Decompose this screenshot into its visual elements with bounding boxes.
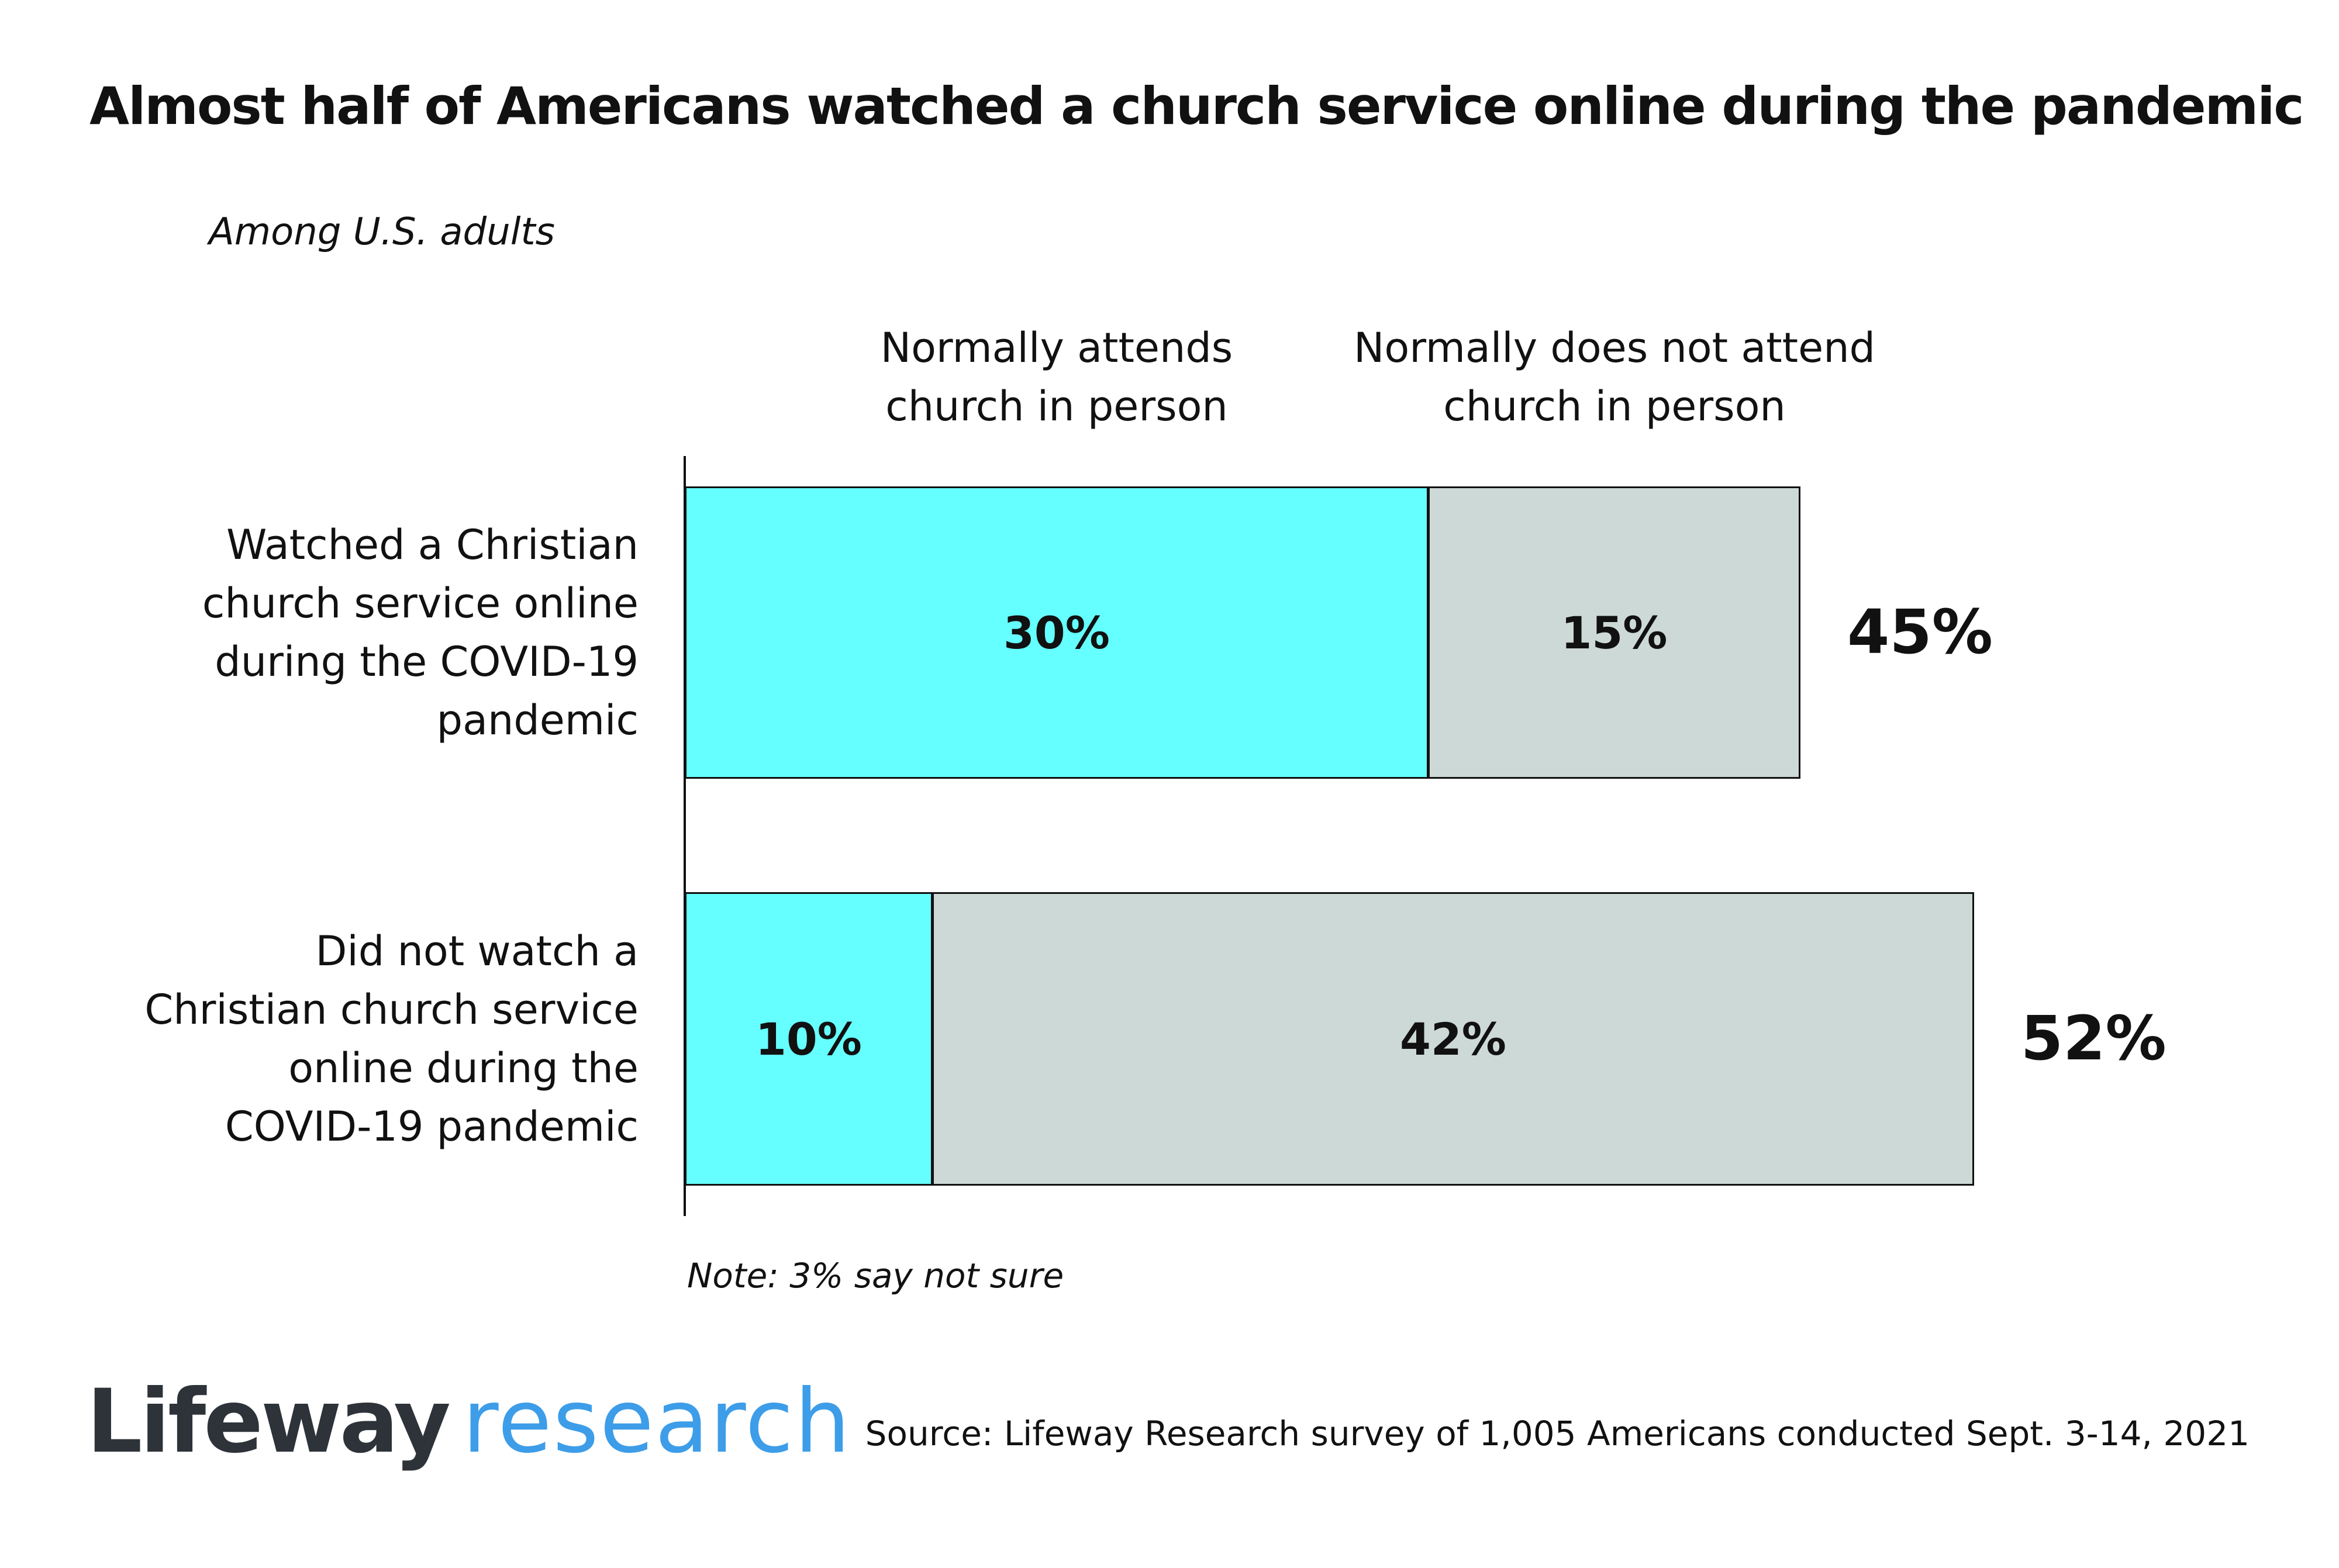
category-label-line: Did not watch a — [315, 927, 639, 975]
y-axis-line — [684, 456, 686, 1216]
category-label-line: COVID-19 pandemic — [225, 1103, 639, 1151]
chart-title: Almost half of Americans watched a churc… — [89, 76, 2304, 136]
category-label-line: during the COVID-19 — [215, 638, 639, 686]
bar-total-label: 52% — [2020, 1003, 2166, 1074]
category-label-line: church service online — [202, 579, 639, 627]
bar-segment: 10% — [685, 892, 933, 1186]
category-label-watched: Watched a Christian church service onlin… — [54, 516, 639, 750]
logo-word-lifeway: Lifeway — [87, 1371, 451, 1473]
bar-segment: 42% — [933, 892, 1974, 1186]
series-header-does-not-attend: Normally does not attend church in perso… — [1322, 319, 1907, 436]
bar-value-label: 15% — [1561, 606, 1668, 659]
bar-value-label: 10% — [755, 1013, 862, 1065]
chart-subtitle: Among U.S. adults — [209, 210, 555, 254]
series-header-line: church in person — [885, 382, 1228, 430]
chart-note: Note: 3% say not sure — [687, 1256, 1064, 1296]
series-header-line: Normally does not attend — [1354, 324, 1875, 372]
bar-total-label: 45% — [1847, 596, 1993, 668]
source-note: Source: Lifeway Research survey of 1,005… — [865, 1414, 2250, 1453]
series-header-attends: Normally attends church in person — [764, 319, 1349, 436]
series-header-line: Normally attends — [880, 324, 1233, 372]
logo-word-research: research — [462, 1371, 851, 1473]
bar-segment: 15% — [1429, 486, 1800, 779]
category-label-line: Watched a Christian — [226, 521, 639, 569]
lifeway-research-logo: Lifeway research — [87, 1371, 851, 1473]
bar-value-label: 42% — [1399, 1013, 1506, 1065]
bar-segment: 30% — [685, 486, 1429, 779]
category-label-line: pandemic — [436, 696, 639, 744]
series-header-line: church in person — [1443, 382, 1786, 430]
category-label-did-not-watch: Did not watch a Christian church service… — [54, 922, 639, 1156]
bar-value-label: 30% — [1003, 606, 1110, 659]
category-label-line: online during the — [288, 1044, 639, 1092]
category-label-line: Christian church service — [144, 986, 639, 1034]
